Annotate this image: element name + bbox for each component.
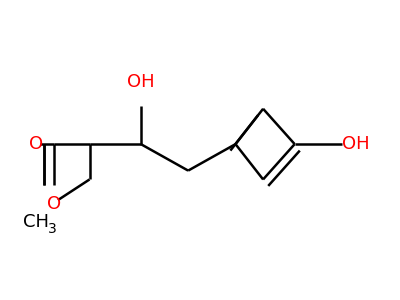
Text: O: O	[29, 135, 43, 153]
Text: CH: CH	[23, 213, 49, 231]
Text: O: O	[47, 196, 61, 214]
Text: OH: OH	[342, 135, 370, 153]
Text: OH: OH	[127, 73, 155, 91]
Text: 3: 3	[48, 222, 57, 236]
